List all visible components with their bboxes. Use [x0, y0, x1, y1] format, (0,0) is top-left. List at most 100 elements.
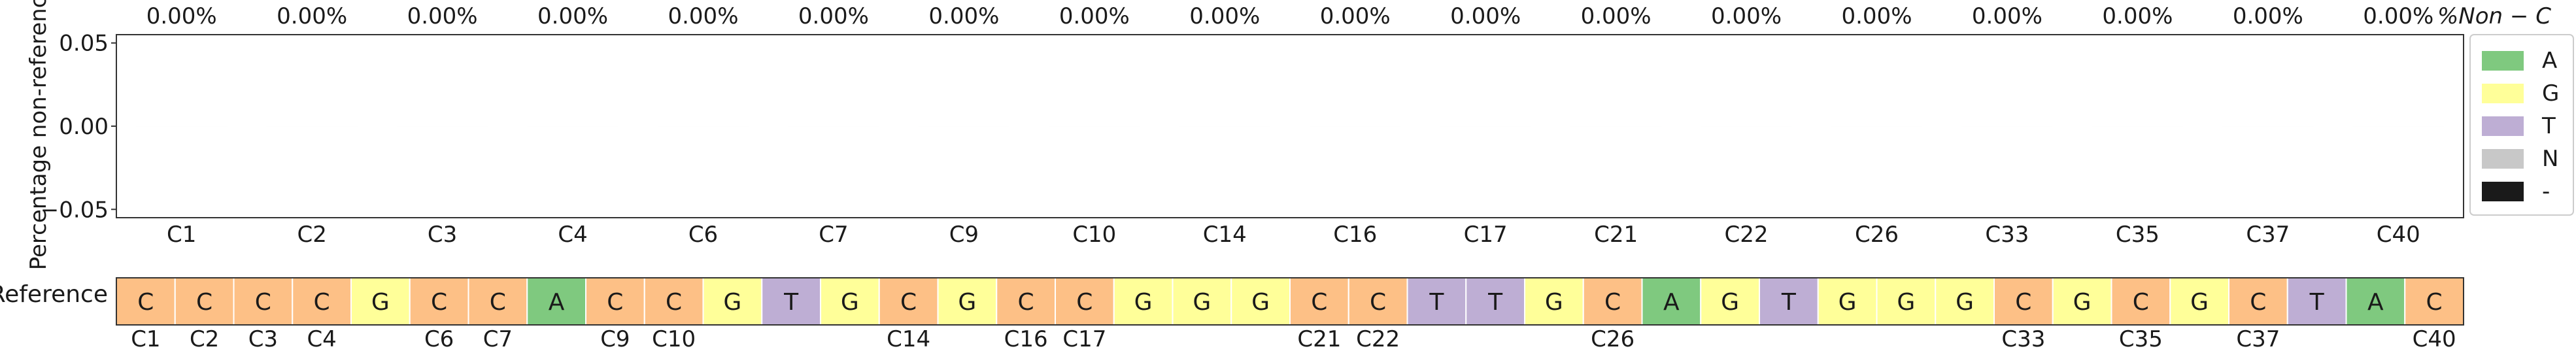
reference-base-letter: C	[137, 289, 154, 316]
legend-label: -	[2542, 178, 2550, 205]
reference-base-cell	[1817, 277, 1878, 326]
reference-base-letter: T	[783, 289, 799, 316]
reference-base-letter: T	[1429, 289, 1444, 316]
y-ticks: 0.05 0.00 −0.05	[41, 31, 116, 223]
legend-swatch	[2482, 116, 2524, 136]
top-percent-label: 0.00%	[2233, 3, 2303, 29]
reference-base-letter: C	[607, 289, 623, 316]
reference-base-letter: C	[431, 289, 447, 316]
main-plot: 0.00% 0.00% 0.00% 0.00% 0.00% 0.00% 0.00% 0.00%…	[25, 0, 2551, 270]
reference-base-letter: C	[2426, 289, 2443, 316]
y-tick-label: 0.05	[59, 31, 109, 57]
y-axis-label: Percentage non-reference	[25, 0, 52, 270]
reference-base-letter: C	[490, 289, 506, 316]
x-tick-label: C2	[297, 222, 326, 248]
reference-base-letter: G	[2190, 289, 2209, 316]
top-title: %Non − C	[2437, 3, 2551, 29]
reference-base-letter: T	[1781, 289, 1797, 316]
reference-base-letter: G	[1193, 289, 1211, 316]
reference-base-letter: C	[1076, 289, 1093, 316]
reference-position-label: C9	[600, 326, 630, 352]
reference-base-cell	[1406, 277, 1467, 326]
top-percent-label: 0.00%	[1972, 3, 2042, 29]
reference-base-letter: G	[958, 289, 976, 316]
top-percent-label: 0.00%	[798, 3, 869, 29]
reference-frame	[116, 277, 2464, 326]
x-tick-label: C26	[1855, 222, 1899, 248]
top-percent-label: 0.00%	[1841, 3, 1912, 29]
reference-base-cell	[1876, 277, 1937, 326]
top-percent-label: 0.00%	[537, 3, 608, 29]
x-tick-label: C35	[2116, 222, 2160, 248]
reference-position-label: C14	[887, 326, 930, 352]
x-tick-label: C9	[949, 222, 979, 248]
reference-base-letter: G	[2073, 289, 2092, 316]
reference-position-label: C4	[307, 326, 336, 352]
legend-swatch	[2482, 149, 2524, 169]
reference-base-cell	[1465, 277, 1525, 326]
reference-base-letter: G	[723, 289, 741, 316]
reference-position-label: C10	[652, 326, 696, 352]
reference-base-cell	[996, 277, 1056, 326]
reference-position-label: C26	[1591, 326, 1635, 352]
x-tick-label: C22	[1725, 222, 1769, 248]
x-tick-label: C10	[1072, 222, 1116, 248]
reference-position-label: C1	[131, 326, 160, 352]
reference-base-letter: A	[2367, 289, 2384, 316]
reference-base-cell	[116, 277, 176, 326]
reference-position-label: C16	[1004, 326, 1048, 352]
legend-swatch	[2482, 51, 2524, 71]
reference-base-letter: T	[1487, 289, 1503, 316]
top-percent-label: 0.00%	[2363, 3, 2433, 29]
y-tick-label: −0.05	[41, 197, 109, 223]
reference-label: Reference	[0, 281, 108, 308]
top-percent-label: 0.00%	[1189, 3, 1260, 29]
reference-position-label: C3	[248, 326, 278, 352]
x-tick-label: C33	[1985, 222, 2029, 248]
reference-base-letter: T	[2309, 289, 2325, 316]
reference-base-letter: A	[549, 289, 565, 316]
x-tick-label: C21	[1594, 222, 1638, 248]
reference-base-letter: C	[1604, 289, 1621, 316]
reference-base-cell	[1172, 277, 1232, 326]
reference-base-cell	[1289, 277, 1349, 326]
reference-base-letter: C	[196, 289, 212, 316]
legend-label: G	[2542, 80, 2559, 107]
x-tick-label: C14	[1203, 222, 1247, 248]
reference-base-letter: G	[371, 289, 390, 316]
reference-position-label: C6	[424, 326, 454, 352]
reference-position-label: C21	[1297, 326, 1341, 352]
reference-position-label: C22	[1356, 326, 1400, 352]
reference-base-cell	[467, 277, 528, 326]
reference-base-cell	[1993, 277, 2054, 326]
reference-base-letter: C	[2015, 289, 2031, 316]
reference-base-letter: C	[1311, 289, 1327, 316]
reference-position-label: C33	[2001, 326, 2045, 352]
legend-label: T	[2541, 113, 2556, 139]
reference-position-label: C40	[2413, 326, 2456, 352]
reference-base-letter: G	[1251, 289, 1270, 316]
top-percent-label: 0.00%	[407, 3, 478, 29]
reference-base-letter: C	[1370, 289, 1386, 316]
reference-base-letter: G	[1897, 289, 1915, 316]
x-tick-label: C40	[2377, 222, 2420, 248]
reference-position-labels: C1 C2 C3 C4 C6 C7 C9 C10 C14 C16 C17 C21 C22 C26 C33 C3…	[131, 326, 2456, 352]
reference-base-letter: C	[1018, 289, 1034, 316]
y-tick-label: 0.00	[59, 114, 109, 140]
reference-position-label: C7	[483, 326, 513, 352]
reference-base-letter: C	[314, 289, 330, 316]
reference-base-letter: G	[1134, 289, 1153, 316]
reference-position-label: C35	[2119, 326, 2163, 352]
reference-base-letter: C	[666, 289, 682, 316]
reference-base-cell	[409, 277, 469, 326]
top-percent-label: 0.00%	[146, 3, 217, 29]
legend-swatch	[2482, 84, 2524, 103]
reference-row: Reference C C C C G C C A C C G T G C G C C G G G C C T T G C A G T G…	[0, 277, 2464, 352]
reference-position-label: C17	[1062, 326, 1106, 352]
reference-base-cell	[1700, 277, 1760, 326]
reference-base-letter: C	[2133, 289, 2149, 316]
legend-label: A	[2542, 48, 2557, 74]
x-ticks: C1 C2 C3 C4 C6 C7 C9 C10 C14 C16 C17 C21 C22 C26 C33 C3…	[167, 222, 2420, 248]
reference-base-letter: C	[2250, 289, 2266, 316]
